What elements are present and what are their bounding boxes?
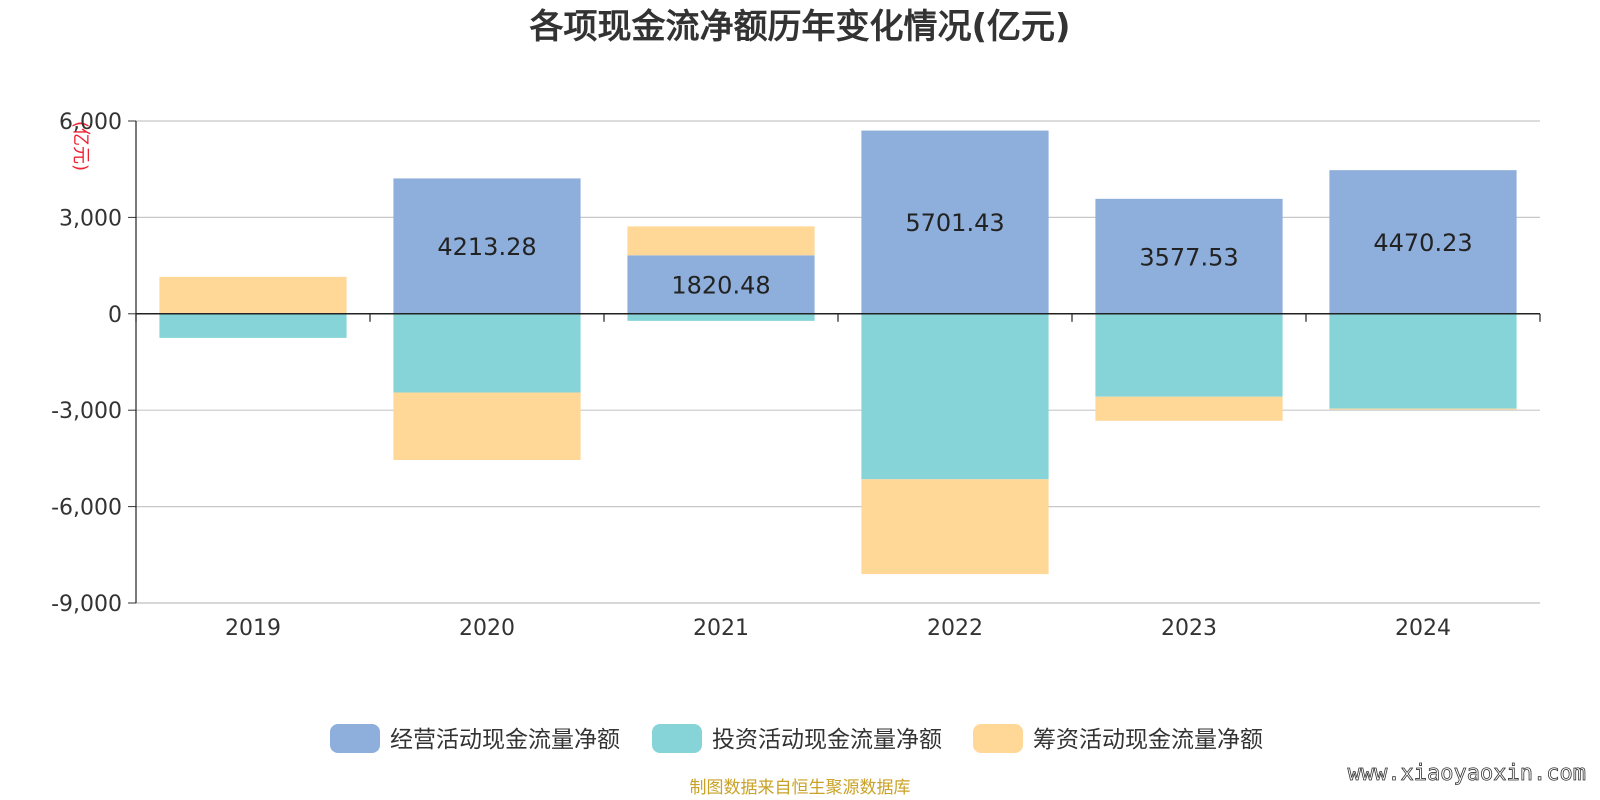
- bar-2022-series-3: [861, 479, 1049, 575]
- bar-2024-series-2: [1329, 313, 1517, 409]
- x-tick-label: 2024: [1395, 616, 1451, 641]
- legend-swatch: [652, 724, 702, 753]
- y-axis-label: (亿元): [70, 121, 91, 171]
- legend-item-2[interactable]: 投资活动现金流量净额: [652, 724, 942, 753]
- bar-2019-series-2: [159, 313, 347, 338]
- y-tick-label: 0: [108, 303, 122, 328]
- x-tick-label: 2021: [693, 616, 749, 641]
- data-label: 4213.28: [437, 233, 536, 261]
- data-label: 4470.23: [1373, 229, 1472, 257]
- x-tick-label: 2022: [927, 616, 983, 641]
- x-tick-label: 2020: [459, 616, 515, 641]
- bar-2020-series-1: [393, 178, 581, 314]
- bar-2021-series-1: [627, 255, 815, 314]
- chart-title: 各项现金流净额历年变化情况(亿元): [529, 7, 1070, 47]
- bar-2021-series-2: [627, 313, 815, 321]
- data-labels: 4213.28 1820.48 5701.43 3577.53 4470.23: [437, 209, 1472, 299]
- bar-2022-series-1: [861, 130, 1049, 314]
- legend-label: 经营活动现金流量净额: [390, 727, 620, 753]
- legend-label: 筹资活动现金流量净额: [1033, 727, 1263, 753]
- bar-2022-series-2: [861, 313, 1049, 480]
- source-note: 制图数据来自恒生聚源数据库: [690, 778, 911, 798]
- x-tick-label: 2019: [225, 616, 281, 641]
- x-tick-label: 2023: [1161, 616, 1217, 641]
- bar-2021-series-3: [627, 226, 815, 256]
- bar-2023-series-2: [1095, 313, 1283, 397]
- legend-label: 投资活动现金流量净额: [712, 727, 942, 753]
- data-label: 1820.48: [671, 272, 770, 300]
- bar-2024-series-3: [1329, 408, 1517, 410]
- y-tick-label: 6,000: [59, 110, 122, 135]
- axes: 6,000 3,000 0 -3,000 -6,000 -9,000 2019 2020 202…: [51, 110, 1541, 641]
- legend-swatch: [973, 724, 1023, 753]
- y-tick-label: -9,000: [51, 592, 122, 617]
- legend-swatch: [330, 724, 380, 753]
- bar-2019-series-3: [159, 276, 347, 314]
- data-label: 3577.53: [1139, 243, 1238, 271]
- data-label: 5701.43: [905, 209, 1004, 237]
- watermark: www.xiaoyaoxin.com: [1348, 761, 1586, 786]
- y-tick-label: -6,000: [51, 496, 122, 521]
- bar-2023-series-3: [1095, 396, 1283, 421]
- legend-item-1[interactable]: 经营活动现金流量净额: [330, 724, 620, 753]
- grid-lines: [136, 120, 1540, 604]
- bar-2024-series-1: [1329, 170, 1517, 314]
- bar-2020-series-3: [393, 392, 581, 461]
- y-tick-label: 3,000: [59, 206, 122, 231]
- bar-2020-series-2: [393, 313, 581, 393]
- bars: [159, 130, 1517, 575]
- legend: 经营活动现金流量净额 投资活动现金流量净额 筹资活动现金流量净额: [330, 724, 1263, 753]
- y-tick-label: -3,000: [51, 399, 122, 424]
- bar-2023-series-1: [1095, 198, 1283, 314]
- legend-item-3[interactable]: 筹资活动现金流量净额: [973, 724, 1263, 753]
